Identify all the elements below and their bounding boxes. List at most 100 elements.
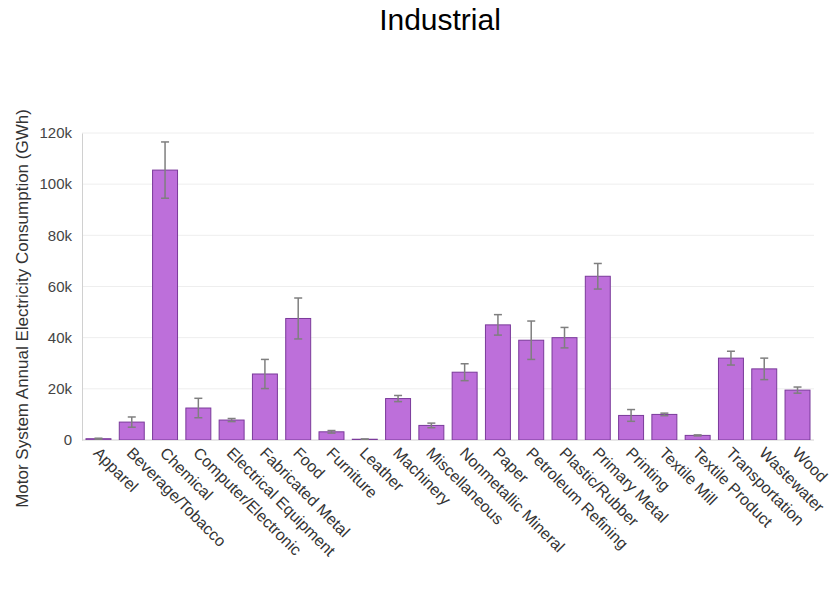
x-tick: Nonmetallic Mineral	[457, 440, 568, 555]
error-bar	[794, 387, 802, 393]
error-bar	[361, 438, 369, 440]
error-bar	[194, 398, 202, 417]
error-bar	[327, 431, 335, 434]
x-tick-label: Paper	[490, 444, 533, 487]
marks	[86, 142, 810, 440]
error-bar-cap	[694, 435, 702, 437]
error-bar	[128, 417, 136, 427]
bar	[685, 435, 710, 440]
error-bar-cap	[427, 422, 435, 424]
error-bar-cap	[427, 427, 435, 429]
bar	[86, 439, 111, 440]
error-bar	[627, 410, 635, 422]
x-tick: Paper	[490, 440, 533, 487]
grid-line	[82, 184, 814, 185]
error-bar	[760, 358, 768, 379]
bar	[785, 390, 810, 440]
error-bar-cap	[494, 314, 502, 316]
error-bar	[694, 435, 702, 436]
y-tick: 100k	[39, 175, 82, 192]
bar	[452, 372, 477, 440]
error-bar	[561, 327, 569, 347]
error-bar-cap	[128, 416, 136, 418]
y-tick-label: 100k	[39, 175, 72, 192]
y-tick: 120k	[39, 124, 82, 141]
error-bar-cap	[161, 197, 169, 199]
error-bar-cap	[327, 432, 335, 434]
y-tick: 20k	[48, 380, 82, 397]
plot: 0 20k 40k 60k 80k 100k 120k ApparelBeverage/Tob…	[39, 124, 830, 559]
error-bar-stem	[497, 315, 499, 335]
error-bar-cap	[394, 401, 402, 403]
x-axis: ApparelBeverage/TobaccoChemicalComputer/…	[83, 440, 830, 560]
y-tick-label: 40k	[48, 329, 73, 346]
error-bar-cap	[194, 398, 202, 400]
error-bar	[294, 298, 302, 339]
y-tick: 80k	[48, 227, 82, 244]
y-axis-line	[82, 134, 83, 441]
error-bar-cap	[627, 409, 635, 411]
error-bar-cap	[461, 380, 469, 382]
error-bar	[228, 419, 236, 422]
bar	[752, 369, 777, 440]
error-bar-cap	[194, 417, 202, 419]
error-bar	[427, 423, 435, 428]
error-bar-stem	[763, 358, 765, 379]
error-bar	[394, 395, 402, 401]
error-bar-stem	[530, 321, 532, 359]
grid-line	[82, 133, 814, 134]
title: Industrial	[379, 3, 501, 36]
error-bar-stem	[564, 327, 566, 347]
error-bar	[727, 351, 735, 365]
y-axis: 0 20k 40k 60k 80k 100k 120k	[39, 124, 82, 448]
y-tick-label: 20k	[48, 380, 73, 397]
error-bar-cap	[128, 426, 136, 428]
error-bar-cap	[461, 363, 469, 365]
error-bar-cap	[727, 364, 735, 366]
error-bar-cap	[660, 415, 668, 417]
error-bar-cap	[94, 437, 102, 439]
error-bar-cap	[494, 334, 502, 336]
error-bar-cap	[760, 379, 768, 381]
bar	[552, 338, 577, 440]
error-bar-stem	[730, 351, 732, 365]
bar	[485, 325, 510, 440]
chart: 0 20k 40k 60k 80k 100k 120k ApparelBeverage/Tob…	[0, 0, 830, 600]
grid	[82, 133, 814, 440]
error-bar-cap	[561, 327, 569, 329]
x-tick: Food	[290, 440, 328, 482]
error-bar-stem	[597, 263, 599, 289]
grid-line	[82, 235, 814, 236]
error-bar-cap	[561, 347, 569, 349]
y-tick: 0	[64, 431, 82, 448]
x-tick-label: Wood	[789, 444, 830, 485]
y-tick: 40k	[48, 329, 82, 346]
bar	[352, 439, 377, 440]
error-bar	[261, 359, 269, 388]
error-bar-stem	[164, 142, 166, 198]
error-bar-cap	[594, 263, 602, 265]
error-bar-cap	[727, 350, 735, 352]
bar	[219, 420, 244, 440]
error-bar	[461, 364, 469, 381]
bar	[319, 432, 344, 440]
error-bar	[494, 315, 502, 335]
y-tick-label: 60k	[48, 278, 73, 295]
error-bar-stem	[397, 395, 399, 401]
error-bar-cap	[94, 438, 102, 440]
grid-line	[82, 337, 814, 338]
error-bar-cap	[694, 434, 702, 436]
bar	[153, 170, 178, 440]
error-bar-cap	[294, 338, 302, 340]
y-tick-label: 120k	[39, 124, 72, 141]
error-bar-cap	[527, 320, 535, 322]
error-bar-cap	[294, 297, 302, 299]
bar	[652, 414, 677, 440]
error-bar-cap	[361, 438, 369, 440]
x-axis-line	[83, 440, 815, 441]
error-bar-cap	[394, 395, 402, 397]
error-bar-cap	[627, 421, 635, 423]
bar	[718, 358, 743, 440]
y-tick: 60k	[48, 278, 82, 295]
error-bar-cap	[594, 288, 602, 290]
